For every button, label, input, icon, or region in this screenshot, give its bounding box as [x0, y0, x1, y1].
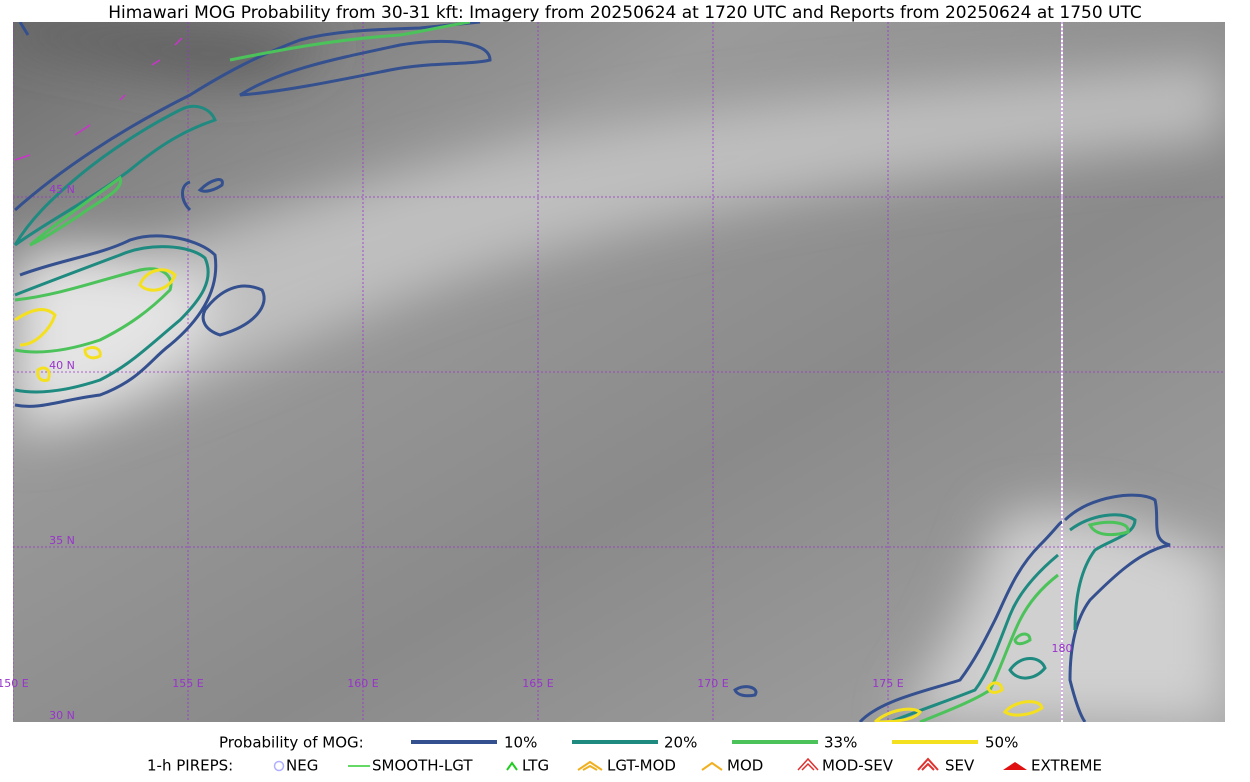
pirep-icon	[506, 761, 518, 771]
longitude-label: 160 E	[347, 677, 378, 690]
legend-item: NEG	[286, 757, 318, 775]
legend-item: MOD-SEV	[822, 757, 894, 775]
latitude-labels: 45 N 40 N 35 N 30 N	[49, 183, 75, 722]
contour-10	[14, 22, 492, 212]
legend-item: LTG	[522, 757, 549, 775]
pirep-icon	[917, 757, 939, 771]
legend-item: SEV	[945, 757, 975, 775]
legend-item: 33%	[824, 734, 857, 752]
latitude-label: 45 N	[49, 183, 75, 196]
contour-10	[733, 493, 1171, 722]
legend-item: 20%	[664, 734, 697, 752]
title: Himawari MOG Probability from 30-31 kft:…	[108, 3, 1142, 23]
longitude-labels: 150 E 155 E 160 E 165 E 170 E 175 E 180	[0, 642, 1073, 690]
latitude-label: 35 N	[49, 534, 75, 547]
pirep-icon	[701, 761, 723, 771]
pirep-icon	[1003, 762, 1027, 770]
contour-20	[889, 513, 1137, 722]
map: 45 N 40 N 35 N 30 N	[13, 22, 1225, 722]
grid	[13, 22, 1225, 722]
contour-33	[14, 22, 471, 354]
pirep-icon	[797, 757, 819, 771]
contour-50	[873, 681, 1044, 722]
longitude-label: 165 E	[522, 677, 553, 690]
legend-item: MOD	[727, 757, 763, 775]
legend-probability: Probability of MOG: 10% 20% 33% 50%	[219, 734, 1018, 752]
legend-label: 1-h PIREPS:	[147, 757, 233, 775]
longitude-label: 175 E	[872, 677, 903, 690]
longitude-label: 170 E	[697, 677, 728, 690]
legend-label: Probability of MOG:	[219, 734, 364, 752]
contour-33	[919, 520, 1130, 722]
pirep-icon	[273, 760, 285, 772]
longitude-label: 150 E	[0, 677, 29, 690]
latitude-label: 40 N	[49, 359, 75, 372]
contours	[13, 22, 1171, 722]
longitude-label: 180	[1052, 642, 1073, 655]
legend-item: EXTREME	[1031, 757, 1102, 775]
legend-item: LGT-MOD	[607, 757, 676, 775]
legend-item: 10%	[504, 734, 537, 752]
contour-50	[14, 268, 177, 382]
longitude-label: 155 E	[172, 677, 203, 690]
legend-item: SMOOTH-LGT	[372, 757, 473, 775]
pirep-icon	[577, 760, 603, 771]
contour-10	[14, 178, 266, 408]
legend-item: 50%	[985, 734, 1018, 752]
legend-pireps: 1-h PIREPS: NEG SMOOTH-LGT LTG LGT-MOD M…	[147, 757, 1102, 775]
coastline	[14, 37, 183, 161]
latitude-label: 30 N	[49, 709, 75, 722]
